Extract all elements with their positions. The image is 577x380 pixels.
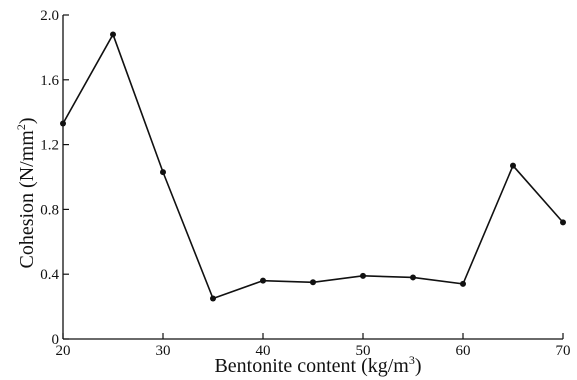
x-axis-title-tail: ): [415, 355, 422, 377]
data-point: [510, 162, 516, 169]
x-tick-label: 50: [356, 343, 371, 359]
y-tick-label: 0.4: [40, 267, 59, 283]
series-line: [62, 32, 564, 300]
x-tick-label: 40: [256, 343, 271, 359]
y-axis-title-superscript: 2: [14, 124, 28, 130]
x-axis-title-text: Bentonite content (kg/m: [214, 355, 409, 377]
data-point: [360, 272, 366, 279]
data-point: [310, 279, 316, 286]
axes: [62, 14, 564, 340]
data-point: [110, 31, 116, 38]
data-point: [60, 120, 66, 127]
x-axis-title-superscript: 3: [409, 353, 415, 367]
x-tick-label: 70: [556, 343, 571, 359]
x-axis-title: Bentonite content (kg/m3): [214, 353, 421, 377]
data-point: [460, 280, 466, 287]
data-point: [160, 169, 166, 176]
y-axis-title-text: Cohesion (N/mm: [16, 130, 38, 269]
x-tick-label: 30: [156, 343, 171, 359]
y-tick-label: 0.8: [40, 202, 59, 218]
y-axis-title: Cohesion (N/mm2): [14, 117, 38, 268]
tick-labels: 0 0.4 0.8 1.2 1.6 2.0 20 30 40 50 60 70: [40, 8, 570, 359]
y-tick-label: 1.2: [40, 138, 59, 154]
data-series: [60, 31, 566, 302]
y-tick-label: 0: [52, 332, 60, 348]
data-point: [210, 295, 216, 302]
data-point: [410, 274, 416, 281]
x-tick-label: 60: [456, 343, 471, 359]
y-tick-label: 2.0: [40, 8, 59, 24]
data-point: [560, 219, 566, 226]
data-point: [260, 277, 266, 284]
x-tick-label: 20: [56, 343, 71, 359]
y-axis-title-tail: ): [16, 117, 38, 124]
y-tick-label: 1.6: [40, 73, 59, 89]
